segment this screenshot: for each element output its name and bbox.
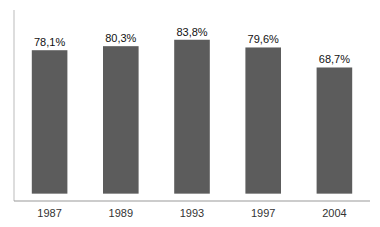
x-tick-label: 1987 [37, 207, 61, 219]
data-label: 83,8% [176, 26, 207, 38]
data-label: 79,6% [248, 33, 279, 45]
data-label: 78,1% [34, 36, 65, 48]
x-tick-label: 1993 [180, 207, 204, 219]
x-tick-label: 1997 [251, 207, 275, 219]
data-label: 68,7% [319, 53, 350, 65]
data-label: 80,3% [105, 32, 136, 44]
x-tick-label: 1989 [109, 207, 133, 219]
bar [245, 47, 281, 193]
x-tick-label: 2004 [322, 207, 346, 219]
bar [317, 67, 353, 193]
chart-container: 78,1% 80,3% 83,8% 79,6% 68,7% 1987 1989 1993 199… [0, 0, 380, 227]
bar [103, 46, 139, 193]
bar [32, 50, 68, 193]
chart: 78,1% 80,3% 83,8% 79,6% 68,7% 1987 1989 1993 199… [0, 0, 380, 227]
bars [32, 40, 352, 194]
bar [174, 40, 210, 194]
x-axis-line [14, 201, 370, 202]
y-axis-line [14, 10, 15, 201]
